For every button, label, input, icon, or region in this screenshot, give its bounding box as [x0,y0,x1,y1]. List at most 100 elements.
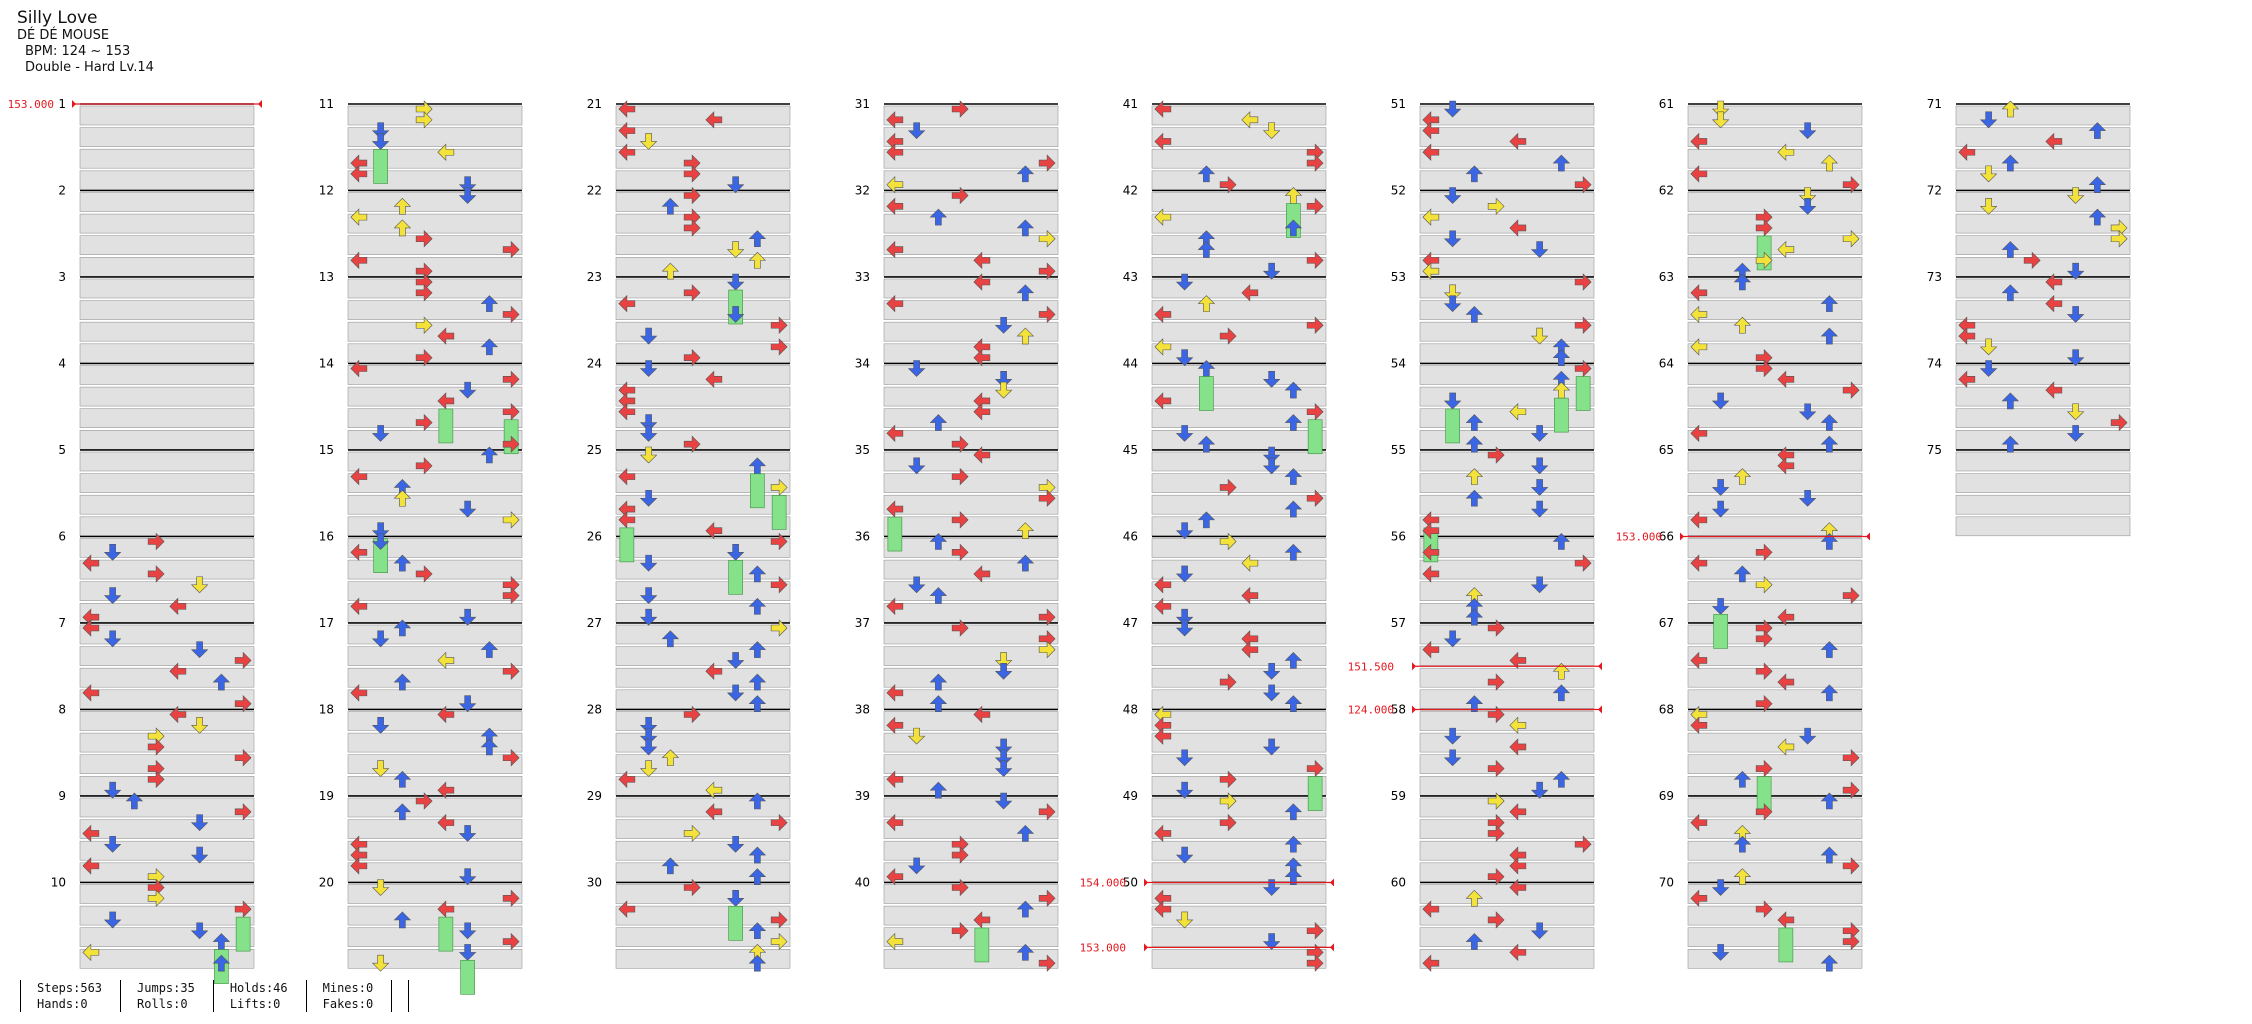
arrow-note [437,392,455,410]
arrow-note [1443,295,1462,313]
rolls-count: Rolls:0 [137,997,188,1011]
measure-number: 12 [319,184,334,198]
beat-row [1419,235,1595,255]
arrow-note [748,868,767,885]
arrow-note [82,857,100,875]
arrow-note [639,360,658,377]
beat-row [615,343,791,364]
arrow-note [1175,349,1194,367]
beat-row [79,386,255,407]
arrow-note [1262,662,1281,680]
arrow-note [1197,241,1216,258]
beat-row [615,365,791,385]
arrow-note [1422,521,1440,540]
beat-row [883,473,1059,493]
measure-number: 73 [1927,270,1942,284]
measure-66: 66 [1659,530,1863,623]
arrow-note [2066,262,2085,280]
arrow-note [147,565,165,583]
measure-number: 74 [1927,357,1942,371]
beat-row [1419,538,1595,558]
arrow-note [994,760,1013,777]
arrow-note [1016,900,1035,918]
arrow-note [1820,414,1839,431]
beat-row [615,278,791,299]
arrow-note [1016,943,1035,961]
arrow-note [929,695,948,712]
arrow-note [1443,284,1462,302]
arrow-note [951,467,969,486]
beat-row [1419,256,1595,277]
beat-row [1151,494,1327,515]
arrow-note [1038,230,1056,248]
beat-row [615,840,791,861]
arrow-note [502,586,520,605]
arrow-note [1530,500,1549,518]
beat-row [883,646,1059,666]
beat-row [347,862,523,883]
measure-number: 66 [1659,530,1674,544]
arrow-note [951,922,969,940]
measure-67: 67 [1659,616,1863,710]
arrow-note [748,641,767,658]
measure-15: 15 [319,443,523,537]
beat-row [1955,148,2131,169]
arrow-note [618,900,636,918]
beat-row [1687,797,1863,818]
arrow-note [1487,197,1505,216]
arrow-note [1798,489,1817,507]
beat-row [1419,905,1595,926]
beat-row [1955,321,2131,342]
beat-row [615,473,791,493]
arrow-note [1711,392,1730,410]
arrow-note [190,641,209,659]
measure-50: 50 [1123,876,1327,969]
arrow-note [1487,619,1505,637]
beat-row [883,451,1059,472]
arrow-note [1509,219,1527,237]
arrow-note [618,121,636,140]
arrow-note [1284,652,1303,669]
beat-row [1419,278,1595,299]
measure-12: 12 [319,184,523,277]
arrow-note [147,738,165,756]
beat-row [1419,170,1595,191]
arrow-note [1016,219,1035,237]
beat-row [347,711,523,731]
beat-row [1687,581,1863,602]
arrow-note [1262,122,1281,140]
beat-row [79,321,255,342]
arrow-note [393,803,412,821]
measure-number: 41 [1123,97,1138,111]
measure-number: 59 [1391,789,1406,803]
beat-row [347,624,523,645]
arrow-note [415,316,433,334]
arrow-note [886,684,904,702]
arrow-note [1690,424,1708,443]
arrow-note [1175,619,1194,637]
measure-69: 69 [1659,789,1863,883]
arrow-note [1038,154,1056,172]
arrow-note [458,825,477,842]
beat-row [1419,494,1595,515]
beat-row [1151,819,1327,839]
beat-row [1419,127,1595,147]
hold-note [728,906,743,941]
arrow-note [907,457,926,475]
beat-row [1419,148,1595,169]
beat-row [347,494,523,515]
measure-number: 24 [587,357,602,371]
beat-row [79,667,255,688]
arrow-note [371,425,390,442]
beat-row [1419,213,1595,234]
beat-row [883,148,1059,169]
measure-number: 71 [1927,97,1942,111]
bpm-change-marker: 154.000 [1080,877,1334,890]
arrow-note [82,554,100,572]
beat-row [615,819,791,839]
arrow-note [1733,868,1752,885]
arrow-note [1979,198,1998,215]
arrow-note [1530,457,1549,475]
arrow-note [458,608,477,626]
arrow-note [480,338,499,356]
